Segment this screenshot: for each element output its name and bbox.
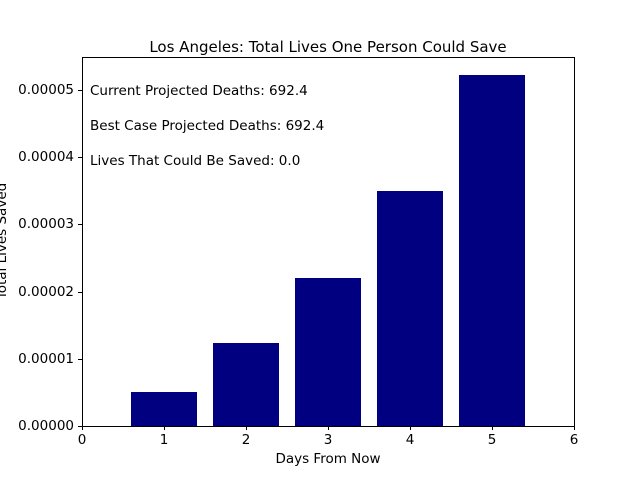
y-axis-label: Total Lives Saved xyxy=(0,182,10,300)
bar-day-5 xyxy=(459,74,525,426)
bar-day-1 xyxy=(131,391,197,426)
x-tick-label: 6 xyxy=(569,432,579,448)
y-tick-label: 0.00002 xyxy=(18,283,74,300)
x-tick-mark xyxy=(82,426,83,430)
y-tick-mark xyxy=(78,89,82,91)
y-tick-mark xyxy=(78,426,82,427)
x-tick-label: 4 xyxy=(405,432,415,448)
x-tick-label: 3 xyxy=(323,432,333,448)
y-tick-mark xyxy=(78,291,82,293)
y-tick-label: 0.00000 xyxy=(18,418,74,434)
bar-day-4 xyxy=(377,191,443,426)
x-tick-label: 1 xyxy=(159,432,169,448)
plot-area xyxy=(82,57,575,427)
x-tick-mark xyxy=(328,426,329,430)
x-axis-label: Days From Now xyxy=(275,451,381,467)
y-tick-label: 0.00005 xyxy=(18,81,74,98)
x-tick-label: 5 xyxy=(487,432,497,448)
y-tick-label: 0.00001 xyxy=(18,350,74,367)
y-tick-mark xyxy=(78,358,82,360)
x-tick-mark xyxy=(492,426,493,430)
annotation-lives-that-could-be-saved: Lives That Could Be Saved: 0.0 xyxy=(90,153,301,169)
chart-title: Los Angeles: Total Lives One Person Coul… xyxy=(149,38,507,56)
annotation-best-case-projected-deaths: Best Case Projected Deaths: 692.4 xyxy=(90,118,325,134)
y-tick-mark xyxy=(78,224,82,226)
x-tick-mark xyxy=(410,426,411,430)
bar-day-3 xyxy=(295,277,361,426)
x-tick-mark xyxy=(164,426,165,430)
x-tick-mark xyxy=(246,426,247,430)
annotation-current-projected-deaths: Current Projected Deaths: 692.4 xyxy=(90,83,308,99)
x-tick-mark xyxy=(574,426,575,430)
bar-day-2 xyxy=(213,343,279,426)
y-tick-label: 0.00004 xyxy=(18,149,74,166)
y-tick-mark xyxy=(78,157,82,159)
x-tick-label: 0 xyxy=(77,432,87,448)
y-tick-label: 0.00003 xyxy=(18,216,74,233)
x-tick-label: 2 xyxy=(241,432,251,448)
